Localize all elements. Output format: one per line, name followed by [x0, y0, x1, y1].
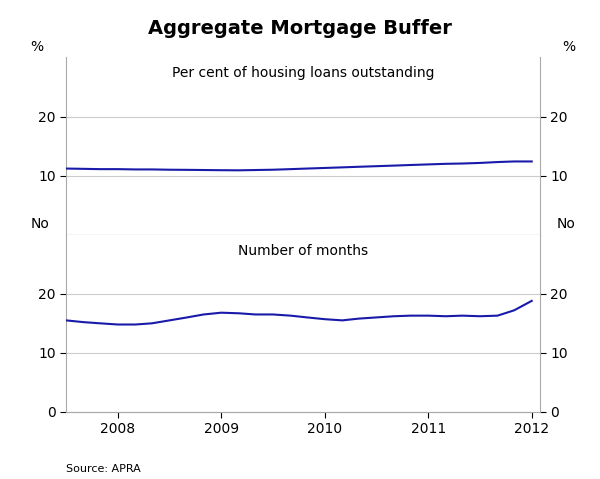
Text: %: %	[562, 40, 575, 54]
Text: Per cent of housing loans outstanding: Per cent of housing loans outstanding	[172, 67, 434, 80]
Text: No: No	[557, 217, 575, 231]
Text: Aggregate Mortgage Buffer: Aggregate Mortgage Buffer	[148, 19, 452, 38]
Text: No: No	[31, 217, 49, 231]
Text: Source: APRA: Source: APRA	[66, 464, 141, 474]
Text: %: %	[31, 40, 44, 54]
Text: Number of months: Number of months	[238, 244, 368, 258]
